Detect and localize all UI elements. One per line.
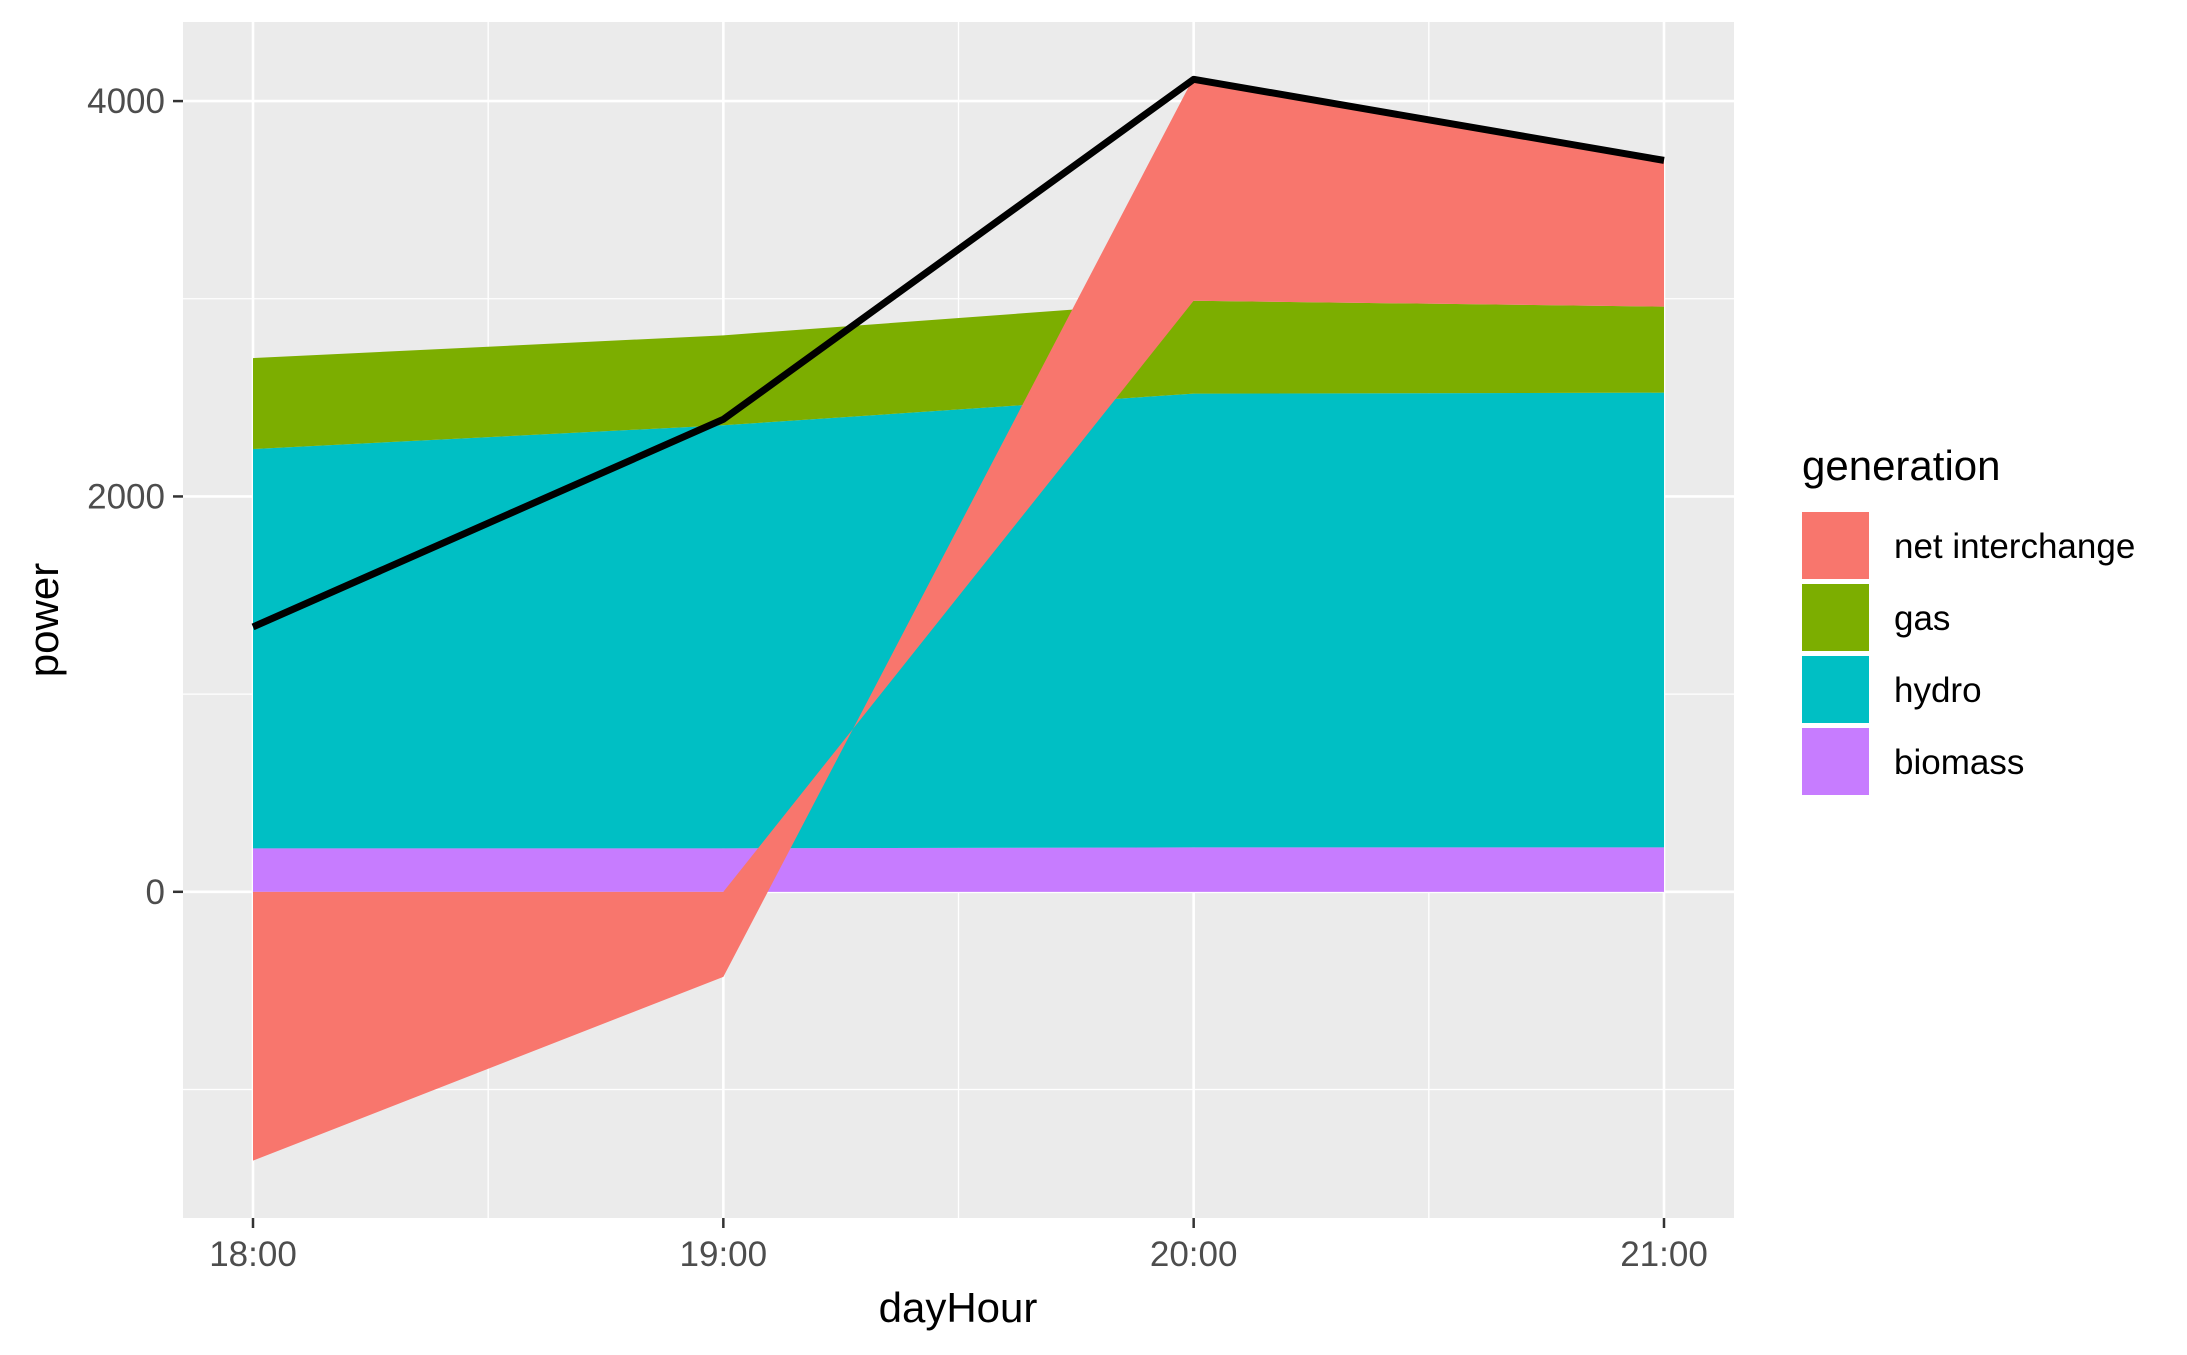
legend-key-biomass [1802,728,1869,795]
y-axis: 0 2000 4000 [87,82,183,912]
x-tick-label: 21:00 [1620,1235,1708,1274]
legend-title: generation [1802,442,2001,489]
area-hydro [253,393,1664,849]
x-axis-title: dayHour [879,1284,1038,1331]
legend-key-gas [1802,584,1869,651]
legend-label-net-interchange: net interchange [1894,527,2135,566]
legend: generation net interchange gas hydro biomas… [1802,442,2135,795]
x-tick-label: 19:00 [680,1235,768,1274]
area-biomass [253,847,1664,891]
legend-label-hydro: hydro [1894,671,1982,710]
y-axis-title: power [20,563,67,677]
legend-label-gas: gas [1894,599,1950,638]
y-tick-label: 4000 [87,82,165,121]
x-tick-label: 18:00 [209,1235,297,1274]
legend-key-net-interchange [1802,512,1869,579]
x-axis: 18:00 19:00 20:00 21:00 [209,1218,1708,1274]
legend-key-hydro [1802,656,1869,723]
y-tick-label: 2000 [87,477,165,516]
y-tick-label: 0 [146,873,165,912]
x-tick-label: 20:00 [1150,1235,1238,1274]
legend-label-biomass: biomass [1894,743,2024,782]
